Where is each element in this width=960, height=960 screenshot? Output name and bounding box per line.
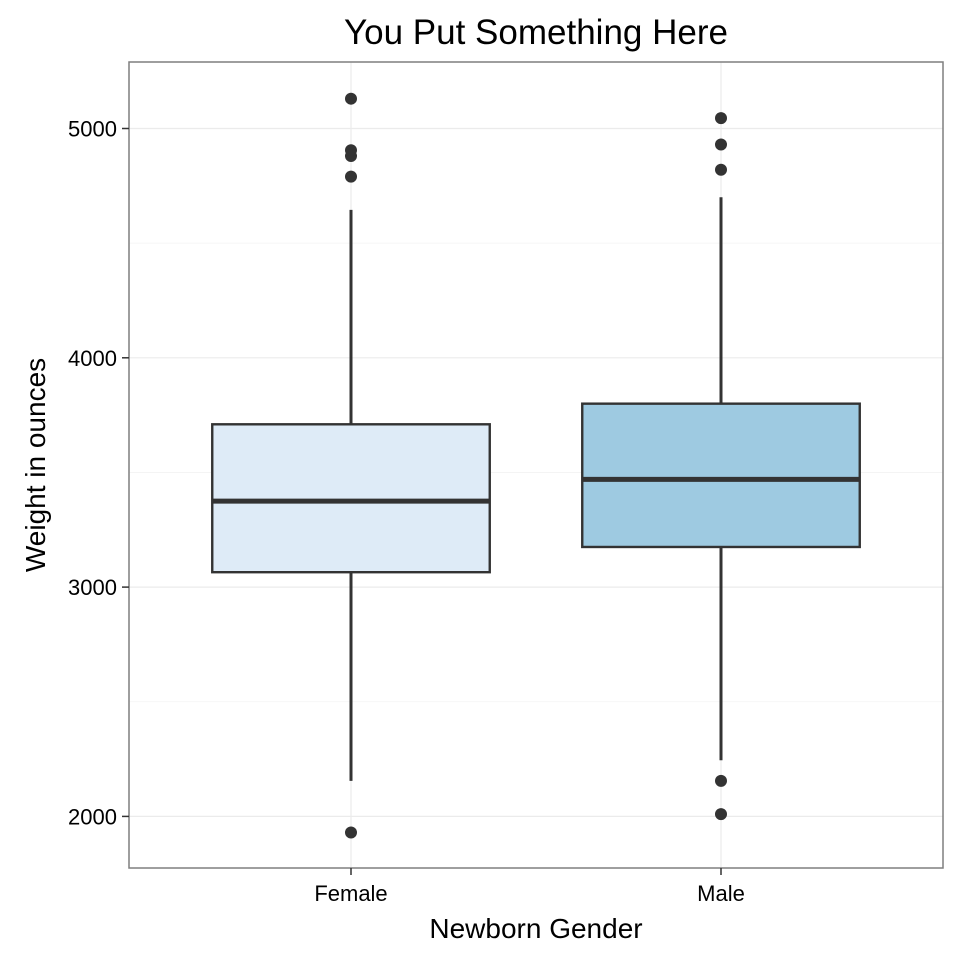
y-tick-label: 2000 — [68, 804, 117, 829]
x-axis-title: Newborn Gender — [429, 913, 642, 944]
outlier-point — [345, 826, 357, 839]
x-tick-label: Male — [697, 881, 745, 906]
outlier-point — [715, 163, 727, 176]
box-iqr — [581, 402, 861, 549]
outlier-point — [715, 774, 727, 787]
y-tick-label: 5000 — [68, 116, 117, 141]
y-tick-label: 4000 — [68, 346, 117, 371]
outlier-point — [345, 170, 357, 183]
box-female — [211, 92, 491, 839]
outlier-point — [345, 92, 357, 105]
y-axis-title: Weight in ounces — [20, 358, 51, 572]
boxes — [211, 92, 861, 839]
y-axis: 2000 3000 4000 5000 — [68, 116, 129, 829]
plot-panel — [128, 61, 944, 869]
box-iqr — [211, 423, 491, 574]
chart-title: You Put Something Here — [344, 13, 728, 52]
outlier-point — [345, 144, 357, 157]
x-axis: Female Male — [314, 868, 745, 906]
y-tick-label: 3000 — [68, 575, 117, 600]
panel-border — [128, 61, 944, 869]
outlier-point — [715, 138, 727, 151]
outlier-point — [715, 112, 727, 125]
x-tick-label: Female — [314, 881, 387, 906]
box-male — [581, 112, 861, 821]
outlier-point — [715, 808, 727, 821]
